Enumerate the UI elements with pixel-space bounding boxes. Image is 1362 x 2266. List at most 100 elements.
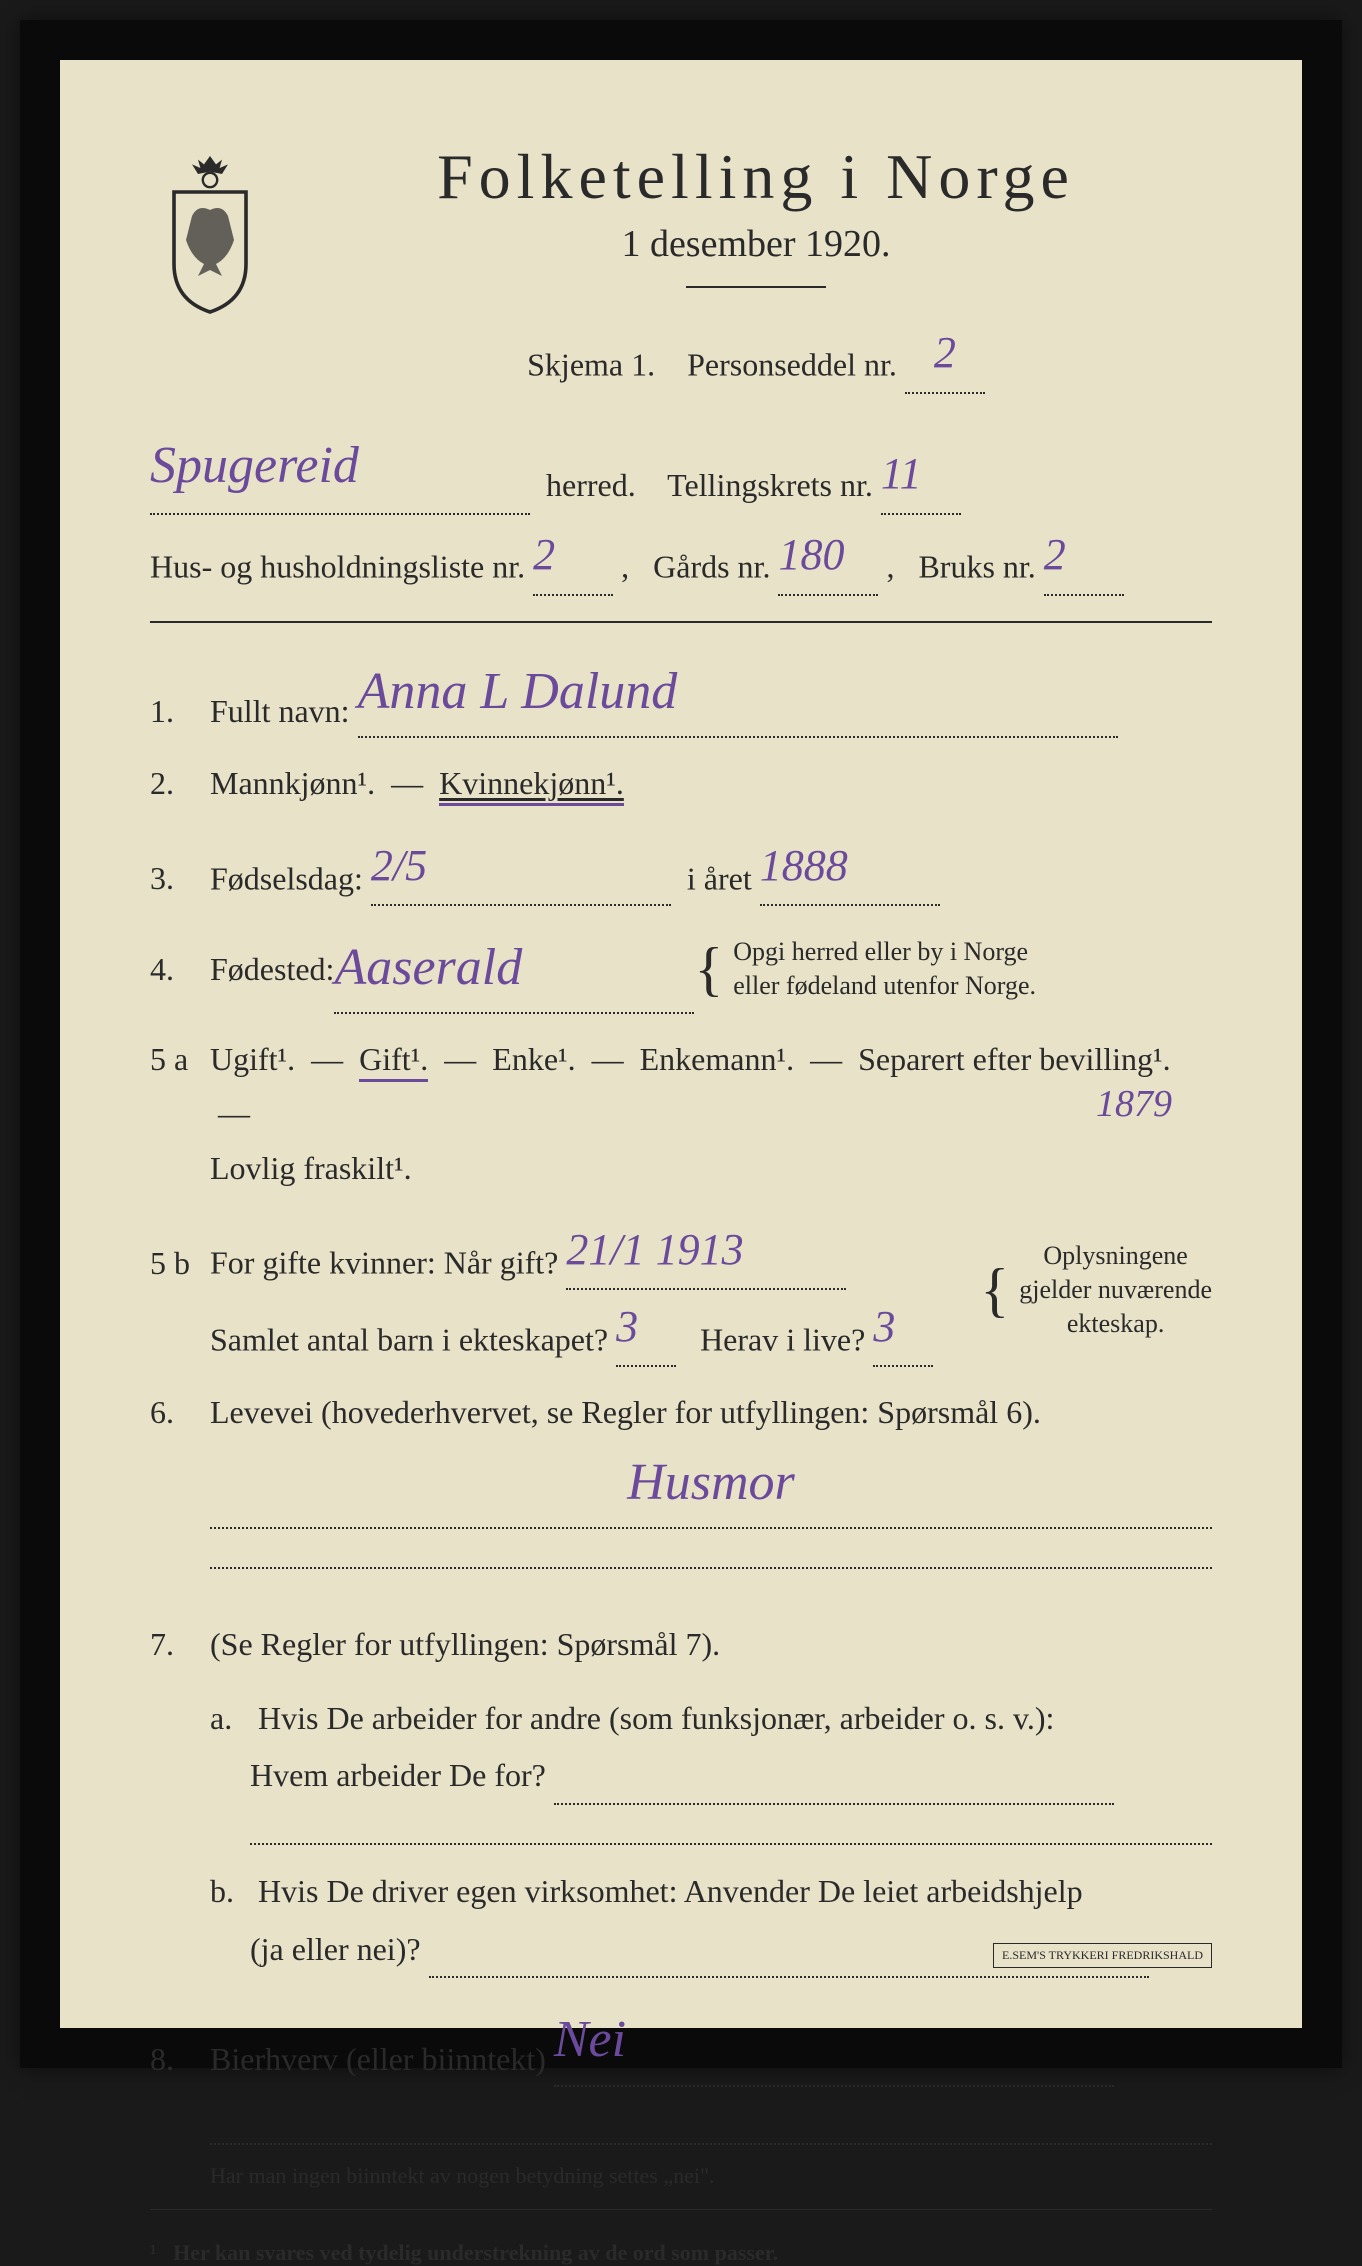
- q5b-num: 5 b: [150, 1245, 210, 1282]
- tellingskrets-value: 11: [881, 434, 922, 513]
- q7b-line2: (ja eller nei)?: [250, 1931, 421, 1967]
- title-divider: [686, 286, 826, 288]
- q4-note-l2: eller fødeland utenfor Norge.: [733, 971, 1036, 1000]
- husholdning-value: 2: [533, 515, 555, 594]
- q5b-l2-label: Samlet antal barn i ekteskapet?: [210, 1321, 608, 1357]
- q5a-fraskilt: Lovlig fraskilt¹.: [210, 1150, 412, 1186]
- q5b-l1-value: 21/1 1913: [566, 1213, 743, 1288]
- q4-num: 4.: [150, 951, 210, 988]
- q7-num: 7.: [150, 1626, 210, 1663]
- q5a-row: 5 a Ugift¹. — Gift¹. — Enke¹. — Enkemann…: [150, 1032, 1212, 1195]
- title-block: Folketelling i Norge 1 desember 1920. Sk…: [300, 140, 1212, 409]
- q2-row: 2. Mannkjønn¹. — Kvinnekjønn¹.: [150, 756, 1212, 810]
- schema-line: Skjema 1. Personseddel nr. 2: [300, 313, 1212, 394]
- q5a-ugift: Ugift¹.: [210, 1041, 295, 1077]
- q6-row: 6. Levevei (hovederhvervet, se Regler fo…: [150, 1385, 1212, 1588]
- q5a-num: 5 a: [150, 1041, 210, 1078]
- tellingskrets-label: Tellingskrets nr.: [667, 467, 873, 503]
- q2-kvinne: Kvinnekjønn¹.: [439, 765, 624, 806]
- q5a-gift: Gift¹.: [359, 1041, 428, 1082]
- q3-year-value: 1888: [760, 829, 848, 904]
- q5b-l1-label: For gifte kvinner: Når gift?: [210, 1245, 558, 1281]
- herred-line: Spugereid herred. Tellingskrets nr. 11: [150, 419, 1212, 515]
- q8-value: Nei: [554, 1996, 626, 2084]
- header: Folketelling i Norge 1 desember 1920. Sk…: [150, 140, 1212, 409]
- q1-row: 1. Fullt navn: Anna L Dalund: [150, 648, 1212, 738]
- footnote-1: Har man ingen biinntekt av nogen betydni…: [210, 2163, 1212, 2189]
- q4-note-l1: Opgi herred eller by i Norge: [733, 937, 1028, 966]
- dash5: —: [218, 1095, 250, 1131]
- schema-label: Skjema 1.: [527, 347, 655, 383]
- q7-row: 7. (Se Regler for utfyllingen: Spørsmål …: [150, 1617, 1212, 1671]
- coat-of-arms-icon: [150, 150, 270, 310]
- q6-label: Levevei (hovederhvervet, se Regler for u…: [210, 1394, 1041, 1430]
- q3-label: Fødselsdag:: [210, 860, 363, 896]
- q4-row: 4. Fødested: Aaserald { Opgi herred elle…: [150, 924, 1212, 1014]
- q1-label: Fullt navn:: [210, 693, 350, 729]
- gaards-label: Gårds nr.: [653, 548, 770, 584]
- household-line: Hus- og husholdningsliste nr. 2 , Gårds …: [150, 515, 1212, 596]
- husholdning-label: Hus- og husholdningsliste nr.: [150, 548, 525, 584]
- q7b-line1: Hvis De driver egen virksomhet: Anvender…: [258, 1873, 1083, 1909]
- q5b-note-l2: gjelder nuværende: [1019, 1275, 1212, 1304]
- personseddel-label: Personseddel nr.: [687, 347, 897, 383]
- q1-num: 1.: [150, 693, 210, 730]
- q7a-label: a.: [210, 1690, 250, 1748]
- herred-value: Spugereid: [150, 419, 359, 513]
- q5a-enke: Enke¹.: [492, 1041, 575, 1077]
- q8-num: 8.: [150, 2041, 210, 2078]
- q5b-note-l3: ekteskap.: [1067, 1309, 1164, 1338]
- q7-label: (Se Regler for utfyllingen: Spørsmål 7).: [210, 1626, 720, 1662]
- q6-value: Husmor: [627, 1439, 795, 1527]
- q7b-blank: [429, 1976, 1149, 1978]
- q7a-blank-2: [250, 1805, 1212, 1845]
- q4-note: Opgi herred eller by i Norge eller fødel…: [733, 935, 1036, 1003]
- herred-label: herred.: [546, 467, 636, 503]
- q5a-annotation: 1879: [1096, 1082, 1172, 1126]
- shield-svg: [150, 150, 270, 318]
- brace-icon-2: {: [980, 1275, 1009, 1305]
- dash3: —: [592, 1041, 624, 1077]
- q7a-row: a. Hvis De arbeider for andre (som funks…: [210, 1690, 1212, 1845]
- main-title: Folketelling i Norge: [300, 140, 1212, 214]
- printer-mark: E.SEM'S TRYKKERI FREDRIKSHALD: [993, 1943, 1212, 1968]
- footnote-2-prefix: ¹: [150, 2240, 157, 2265]
- q3-year-label: i året: [687, 860, 752, 896]
- q7a-line2: Hvem arbeider De for?: [250, 1757, 546, 1793]
- q4-label: Fødested:: [210, 942, 334, 996]
- q8-blank-line: [210, 2105, 1212, 2145]
- bruks-label: Bruks nr.: [918, 548, 1035, 584]
- dash2: —: [444, 1041, 476, 1077]
- q7a-blank: [554, 1803, 1114, 1805]
- q5b-l2-value: 3: [616, 1290, 638, 1365]
- gaards-value: 180: [778, 515, 844, 594]
- dash1: —: [311, 1041, 343, 1077]
- q5b-note: Oplysningene gjelder nuværende ekteskap.: [1019, 1239, 1212, 1340]
- footnote-2-text: Her kan svares ved tydelig understreknin…: [173, 2240, 778, 2265]
- q6-num: 6.: [150, 1394, 210, 1431]
- census-form-page: Folketelling i Norge 1 desember 1920. Sk…: [20, 20, 1342, 2068]
- q7a-line1: Hvis De arbeider for andre (som funksjon…: [258, 1700, 1054, 1736]
- q3-row: 3. Fødselsdag: 2/5 i året 1888: [150, 829, 1212, 906]
- q1-value: Anna L Dalund: [358, 648, 678, 736]
- q8-row: 8. Bierhverv (eller biinntekt) Nei: [150, 1996, 1212, 2086]
- q5b-note-l1: Oplysningene: [1043, 1241, 1187, 1270]
- q2-dash1: —: [391, 765, 423, 801]
- q5b-l2b-label: Herav i live?: [700, 1321, 865, 1357]
- brace-icon: {: [694, 954, 723, 984]
- date-subtitle: 1 desember 1920.: [300, 222, 1212, 266]
- section-divider-1: [150, 621, 1212, 623]
- q2-mann: Mannkjønn¹.: [210, 765, 375, 801]
- q8-label: Bierhverv (eller biinntekt): [210, 2041, 546, 2077]
- q3-num: 3.: [150, 860, 210, 897]
- q6-blank-line: [210, 1529, 1212, 1569]
- bruks-value: 2: [1044, 515, 1066, 594]
- q5b-row: 5 b For gifte kvinner: Når gift? 21/1 19…: [150, 1213, 1212, 1367]
- q7b-label: b.: [210, 1863, 250, 1921]
- q5a-separert: Separert efter bevilling¹.: [858, 1041, 1171, 1077]
- dash4: —: [810, 1041, 842, 1077]
- footnote-divider: [150, 2209, 1212, 2210]
- personseddel-value: 2: [934, 313, 956, 392]
- q5a-enkemann: Enkemann¹.: [640, 1041, 794, 1077]
- q4-value: Aaserald: [334, 924, 522, 1012]
